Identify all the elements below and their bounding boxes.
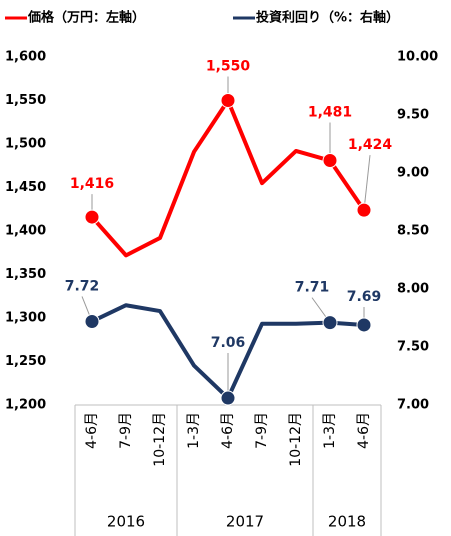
y-tick-label: 1,250 (5, 354, 46, 369)
point (356, 317, 372, 333)
y-tick-label: 1,350 (5, 267, 46, 282)
x-group-label: 2018 (328, 513, 366, 531)
data-label: 1,481 (308, 105, 352, 121)
y-tick-label: 1,600 (5, 50, 46, 65)
data-label: 1,550 (206, 59, 251, 75)
leader-line (363, 155, 371, 211)
point (84, 313, 100, 329)
data-label: 1,416 (70, 176, 114, 192)
y2-tick-label: 8.50 (397, 224, 429, 239)
x-tick-label: 4-6月 (356, 412, 372, 449)
point (322, 153, 338, 169)
y-tick-label: 1,500 (5, 137, 46, 152)
data-label: 7.06 (211, 335, 246, 351)
y2-tick-label: 8.00 (397, 282, 429, 297)
x-group-label: 2016 (107, 513, 145, 531)
legend-label: 価格（万円：左軸） (27, 10, 145, 26)
y2-tick-label: 9.00 (397, 166, 429, 181)
point (322, 315, 338, 331)
y2-tick-label: 10.00 (397, 50, 438, 65)
point (220, 93, 236, 108)
x-group-label: 2017 (226, 513, 264, 531)
y2-tick-label: 9.50 (397, 108, 429, 123)
y-tick-label: 1,550 (5, 93, 46, 108)
x-tick-label: 10-12月 (152, 412, 168, 467)
x-tick-label: 7-9月 (118, 412, 134, 449)
point (356, 202, 372, 218)
x-tick-label: 4-6月 (84, 412, 100, 449)
legend-label: 投資利回り（%：右軸） (256, 10, 399, 26)
data-label: 7.69 (347, 289, 382, 305)
series-line (90, 98, 366, 258)
x-tick-label: 4-6月 (220, 412, 236, 449)
data-label: 7.71 (295, 280, 330, 296)
x-tick-label: 7-9月 (254, 412, 270, 449)
y-tick-label: 1,200 (5, 398, 46, 413)
y-tick-label: 1,450 (5, 180, 46, 195)
data-label: 1,424 (348, 137, 393, 153)
x-tick-label: 1-3月 (186, 412, 202, 449)
y-tick-label: 1,300 (5, 311, 46, 326)
x-tick-label: 10-12月 (288, 412, 304, 467)
data-label: 7.72 (65, 278, 100, 294)
y2-tick-label: 7.50 (397, 340, 429, 355)
point (84, 209, 100, 225)
y2-tick-label: 7.00 (397, 398, 429, 413)
y-tick-label: 1,400 (5, 224, 46, 239)
x-tick-label: 1-3月 (322, 412, 338, 449)
point (220, 390, 236, 406)
